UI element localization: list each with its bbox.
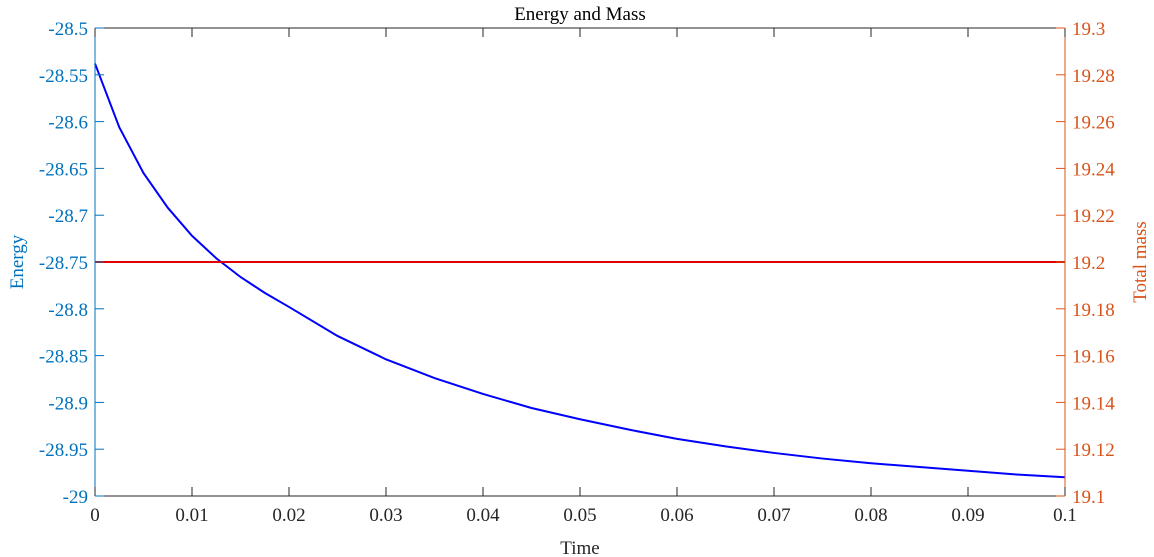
right-y-tick-label: 19.12 bbox=[1072, 440, 1115, 461]
right-y-tick-label: 19.1 bbox=[1072, 487, 1105, 508]
x-tick-label: 0.03 bbox=[369, 505, 402, 526]
x-tick-label: 0.09 bbox=[951, 505, 984, 526]
x-tick-label: 0 bbox=[90, 505, 100, 526]
right-y-tick-label: 19.18 bbox=[1072, 300, 1115, 321]
left-y-tick-label: -28.6 bbox=[48, 113, 88, 134]
left-y-axis-label: Energy bbox=[7, 234, 28, 289]
x-tick-label: 0.05 bbox=[563, 505, 596, 526]
left-y-tick-label: -28.55 bbox=[39, 66, 88, 87]
x-tick-label: 0.1 bbox=[1053, 505, 1077, 526]
x-tick-label: 0.07 bbox=[757, 505, 790, 526]
x-tick-label: 0.02 bbox=[272, 505, 305, 526]
x-tick-label: 0.01 bbox=[175, 505, 208, 526]
left-y-tick-label: -28.95 bbox=[39, 440, 88, 461]
right-y-tick-label: 19.14 bbox=[1072, 393, 1115, 414]
right-y-tick-label: 19.26 bbox=[1072, 113, 1115, 134]
energy-line bbox=[94, 63, 1066, 479]
left-y-tick-label: -28.9 bbox=[48, 393, 88, 414]
right-y-tick-label: 19.16 bbox=[1072, 347, 1115, 368]
left-y-tick-label: -28.75 bbox=[39, 253, 88, 274]
x-tick-label: 0.08 bbox=[854, 505, 887, 526]
right-y-tick-label: 19.22 bbox=[1072, 206, 1115, 227]
x-axis-label: Time bbox=[560, 538, 599, 557]
right-y-tick-label: 19.24 bbox=[1072, 159, 1115, 180]
left-y-tick-label: -28.85 bbox=[39, 347, 88, 368]
right-y-tick-label: 19.3 bbox=[1072, 19, 1105, 40]
series-layer bbox=[94, 63, 1066, 479]
right-y-axis-label: Total mass bbox=[1130, 221, 1151, 303]
left-y-tick-label: -28.65 bbox=[39, 159, 88, 180]
left-y-tick-label: -29 bbox=[63, 487, 88, 508]
chart-title: Energy and Mass bbox=[514, 4, 646, 25]
x-tick-label: 0.06 bbox=[660, 505, 693, 526]
ticks-layer: 0 0.01 0.02 0.03 0.04 0.05 0.06 0.07 0.08 0.09 0.1… bbox=[39, 19, 1115, 526]
x-tick-label: 0.04 bbox=[466, 505, 500, 526]
left-y-tick-label: -28.5 bbox=[48, 19, 88, 40]
left-y-tick-label: -28.8 bbox=[48, 300, 88, 321]
right-y-tick-label: 19.28 bbox=[1072, 66, 1115, 87]
right-y-tick-label: 19.2 bbox=[1072, 253, 1105, 274]
left-y-tick-label: -28.7 bbox=[48, 206, 88, 227]
